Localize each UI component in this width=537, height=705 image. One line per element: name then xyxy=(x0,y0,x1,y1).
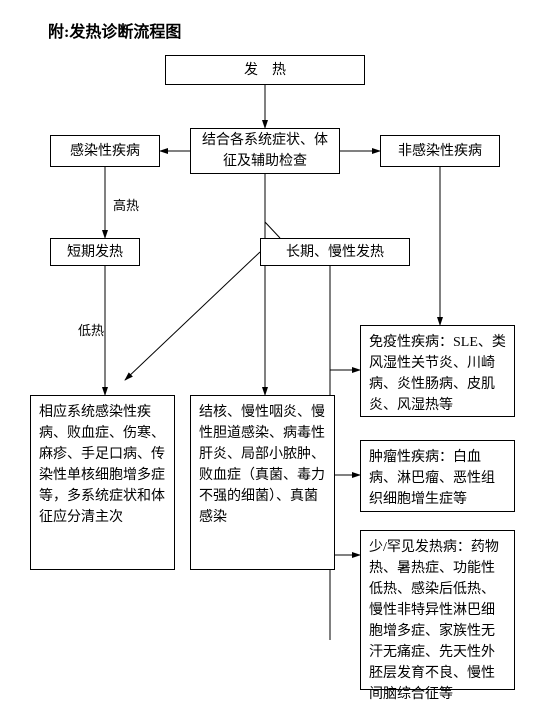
node-decide: 结合各系统症状、体征及辅助检查 xyxy=(190,128,340,174)
node-text: 结核、慢性咽炎、慢性胆道感染、病毒性肝炎、局部小脓肿、败血症（真菌、毒力不强的细… xyxy=(199,402,326,528)
node-text: 肿瘤性疾病：白血病、淋巴瘤、恶性组织细胞增生症等 xyxy=(369,447,506,510)
node-noninfect: 非感染性疾病 xyxy=(380,135,500,167)
node-infect: 感染性疾病 xyxy=(50,135,160,167)
edge-label-low: 低热 xyxy=(78,320,104,339)
flowchart-stage: 附:发热诊断流程图 发 热 结合各系统症状、体征及辅助检查 感染性疾病 非感染性… xyxy=(0,0,537,699)
node-root: 发 热 xyxy=(165,55,365,85)
page-title: 附:发热诊断流程图 xyxy=(48,18,181,42)
node-text: 相应系统感染性疾病、败血症、伤寒、麻疹、手足口病、传染性单核细胞增多症等，多系统… xyxy=(39,402,166,528)
node-short: 短期发热 xyxy=(50,238,140,266)
node-leaf2: 结核、慢性咽炎、慢性胆道感染、病毒性肝炎、局部小脓肿、败血症（真菌、毒力不强的细… xyxy=(190,395,335,570)
node-text: 非感染性疾病 xyxy=(398,141,482,162)
node-text: 长期、慢性发热 xyxy=(286,242,384,263)
edge-label-high: 高热 xyxy=(113,195,139,214)
node-leaf4: 肿瘤性疾病：白血病、淋巴瘤、恶性组织细胞增生症等 xyxy=(360,440,515,512)
node-text: 短期发热 xyxy=(67,242,123,263)
node-leaf5: 少/罕见发热病：药物热、暑热症、功能性低热、感染后低热、慢性非特异性淋巴细胞增多… xyxy=(360,530,515,690)
node-leaf1: 相应系统感染性疾病、败血症、伤寒、麻疹、手足口病、传染性单核细胞增多症等，多系统… xyxy=(30,395,175,570)
node-leaf3: 免疫性疾病：SLE、类风湿性关节炎、川崎病、炎性肠病、皮肌炎、风湿热等 xyxy=(360,325,515,417)
node-text: 少/罕见发热病：药物热、暑热症、功能性低热、感染后低热、慢性非特异性淋巴细胞增多… xyxy=(369,537,506,705)
node-text: 结合各系统症状、体征及辅助检查 xyxy=(199,130,331,172)
node-chronic: 长期、慢性发热 xyxy=(260,238,410,266)
node-text: 感染性疾病 xyxy=(70,141,140,162)
node-text: 发 热 xyxy=(244,60,286,81)
node-text: 免疫性疾病：SLE、类风湿性关节炎、川崎病、炎性肠病、皮肌炎、风湿热等 xyxy=(369,332,506,416)
